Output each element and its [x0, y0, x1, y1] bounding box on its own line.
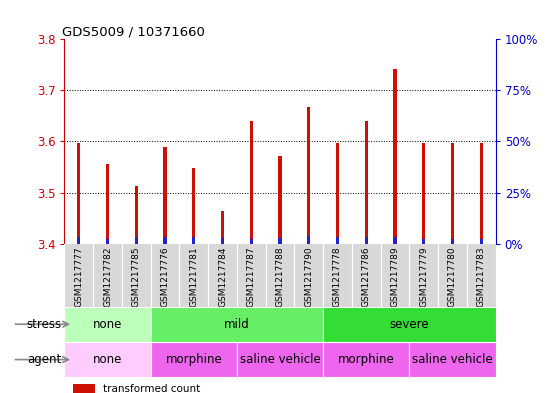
Text: GSM1217777: GSM1217777 — [74, 247, 83, 307]
Bar — [221, 211, 224, 244]
Text: GSM1217778: GSM1217778 — [333, 247, 342, 307]
Bar — [307, 107, 310, 244]
Text: GSM1217782: GSM1217782 — [103, 247, 112, 307]
Bar — [250, 239, 253, 244]
Bar — [64, 307, 151, 342]
Bar — [106, 239, 109, 244]
Bar — [77, 143, 81, 244]
Text: morphine: morphine — [165, 353, 222, 366]
Text: severe: severe — [390, 318, 429, 331]
Bar — [365, 237, 368, 244]
Text: agent: agent — [27, 353, 62, 366]
Bar — [422, 239, 426, 244]
Bar — [479, 239, 483, 244]
Bar — [106, 164, 109, 244]
Bar — [451, 143, 454, 244]
Text: GDS5009 / 10371660: GDS5009 / 10371660 — [62, 25, 205, 38]
Text: GSM1217787: GSM1217787 — [247, 247, 256, 307]
Bar — [451, 239, 454, 244]
Bar — [192, 237, 195, 244]
Text: GSM1217781: GSM1217781 — [189, 247, 198, 307]
Bar — [134, 186, 138, 244]
Bar — [307, 236, 310, 244]
Bar — [134, 237, 138, 244]
Text: saline vehicle: saline vehicle — [240, 353, 320, 366]
Text: GSM1217784: GSM1217784 — [218, 247, 227, 307]
Text: transformed count: transformed count — [103, 384, 200, 393]
Bar — [365, 121, 368, 244]
Text: saline vehicle: saline vehicle — [412, 353, 493, 366]
Bar — [393, 69, 396, 244]
Text: GSM1217790: GSM1217790 — [304, 247, 313, 307]
Bar — [73, 384, 95, 393]
Text: GSM1217788: GSM1217788 — [276, 247, 284, 307]
Bar — [192, 168, 195, 244]
Text: GSM1217776: GSM1217776 — [161, 247, 170, 307]
Bar — [250, 121, 253, 244]
Text: none: none — [93, 318, 122, 331]
Text: GSM1217779: GSM1217779 — [419, 247, 428, 307]
Bar — [221, 238, 224, 244]
Bar — [422, 143, 426, 244]
Text: stress: stress — [26, 318, 62, 331]
Text: morphine: morphine — [338, 353, 395, 366]
Text: GSM1217785: GSM1217785 — [132, 247, 141, 307]
Text: mild: mild — [224, 318, 250, 331]
Bar — [151, 307, 323, 342]
Bar — [164, 147, 167, 244]
Text: GSM1217780: GSM1217780 — [448, 247, 457, 307]
Text: GSM1217786: GSM1217786 — [362, 247, 371, 307]
Bar — [278, 156, 282, 244]
Bar — [323, 307, 496, 342]
Text: GSM1217783: GSM1217783 — [477, 247, 486, 307]
Bar — [393, 237, 396, 244]
Bar — [151, 342, 237, 377]
Bar — [278, 238, 282, 244]
Bar — [409, 342, 496, 377]
Text: none: none — [93, 353, 122, 366]
Bar — [164, 237, 167, 244]
Text: GSM1217789: GSM1217789 — [390, 247, 399, 307]
Bar — [64, 342, 151, 377]
Bar — [323, 342, 409, 377]
Bar — [77, 237, 81, 244]
Bar — [237, 342, 323, 377]
Bar — [336, 143, 339, 244]
Bar — [479, 143, 483, 244]
Bar — [336, 237, 339, 244]
